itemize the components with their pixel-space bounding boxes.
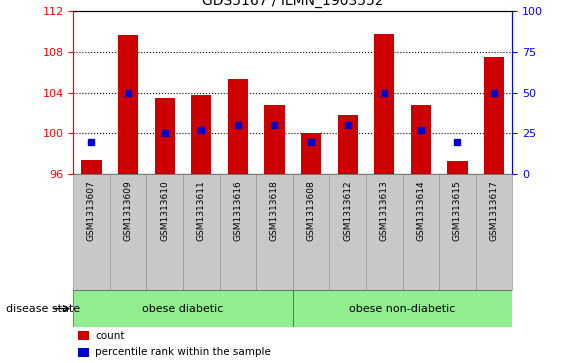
Text: GSM1313611: GSM1313611 — [197, 180, 205, 241]
Text: percentile rank within the sample: percentile rank within the sample — [95, 347, 271, 358]
Bar — [374, 34, 394, 174]
Bar — [338, 115, 358, 174]
Bar — [366, 174, 403, 290]
Text: GSM1313614: GSM1313614 — [417, 180, 425, 241]
Bar — [329, 174, 366, 290]
Bar — [439, 174, 476, 290]
Text: GSM1313613: GSM1313613 — [380, 180, 388, 241]
Bar — [476, 174, 512, 290]
Bar — [118, 36, 138, 174]
Bar — [301, 133, 321, 174]
Text: obese diabetic: obese diabetic — [142, 303, 224, 314]
Text: GSM1313609: GSM1313609 — [124, 180, 132, 241]
Text: GSM1313610: GSM1313610 — [160, 180, 169, 241]
Bar — [220, 174, 256, 290]
Text: GSM1313608: GSM1313608 — [307, 180, 315, 241]
Bar — [228, 79, 248, 174]
Bar — [78, 331, 88, 340]
Bar — [265, 105, 284, 174]
Text: GSM1313618: GSM1313618 — [270, 180, 279, 241]
Bar — [484, 57, 504, 174]
Text: GSM1313615: GSM1313615 — [453, 180, 462, 241]
Title: GDS5167 / ILMN_1903552: GDS5167 / ILMN_1903552 — [202, 0, 383, 8]
Bar — [110, 174, 146, 290]
Bar — [146, 174, 183, 290]
Bar — [78, 348, 88, 357]
Bar — [256, 174, 293, 290]
Bar — [448, 161, 467, 174]
Text: GSM1313617: GSM1313617 — [490, 180, 498, 241]
Bar — [73, 174, 110, 290]
Bar — [73, 290, 293, 327]
Bar — [82, 160, 101, 174]
Text: GSM1313616: GSM1313616 — [234, 180, 242, 241]
Text: disease state: disease state — [6, 303, 80, 314]
Bar — [411, 105, 431, 174]
Bar — [293, 174, 329, 290]
Text: obese non-diabetic: obese non-diabetic — [350, 303, 455, 314]
Bar — [155, 98, 175, 174]
Text: GSM1313607: GSM1313607 — [87, 180, 96, 241]
Text: GSM1313612: GSM1313612 — [343, 180, 352, 241]
Text: count: count — [95, 331, 124, 341]
Bar — [403, 174, 439, 290]
Bar — [293, 290, 512, 327]
Bar — [183, 174, 220, 290]
Bar — [191, 95, 211, 174]
